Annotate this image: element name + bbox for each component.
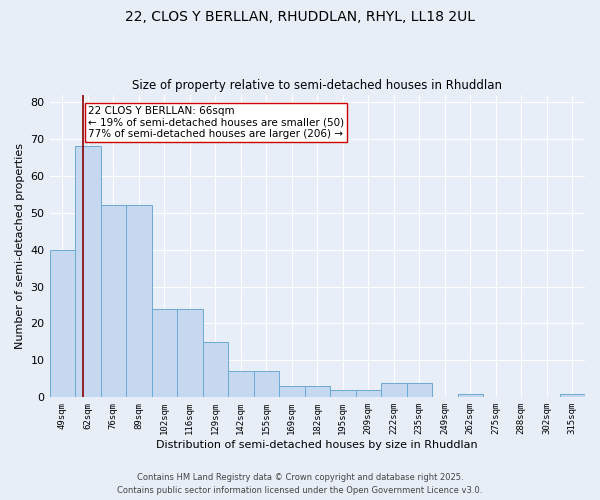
Bar <box>228 372 254 398</box>
Bar <box>126 206 152 398</box>
Bar <box>75 146 101 398</box>
Bar <box>560 394 585 398</box>
Bar <box>305 386 330 398</box>
Bar <box>381 382 407 398</box>
Text: 22, CLOS Y BERLLAN, RHUDDLAN, RHYL, LL18 2UL: 22, CLOS Y BERLLAN, RHUDDLAN, RHYL, LL18… <box>125 10 475 24</box>
Bar <box>177 308 203 398</box>
Bar <box>356 390 381 398</box>
Text: Contains HM Land Registry data © Crown copyright and database right 2025.
Contai: Contains HM Land Registry data © Crown c… <box>118 474 482 495</box>
Bar <box>101 206 126 398</box>
X-axis label: Distribution of semi-detached houses by size in Rhuddlan: Distribution of semi-detached houses by … <box>157 440 478 450</box>
Bar <box>279 386 305 398</box>
Bar <box>254 372 279 398</box>
Y-axis label: Number of semi-detached properties: Number of semi-detached properties <box>15 143 25 349</box>
Text: 22 CLOS Y BERLLAN: 66sqm
← 19% of semi-detached houses are smaller (50)
77% of s: 22 CLOS Y BERLLAN: 66sqm ← 19% of semi-d… <box>88 106 344 139</box>
Bar <box>50 250 75 398</box>
Bar <box>152 308 177 398</box>
Bar <box>203 342 228 398</box>
Bar <box>330 390 356 398</box>
Bar <box>407 382 432 398</box>
Bar <box>458 394 483 398</box>
Title: Size of property relative to semi-detached houses in Rhuddlan: Size of property relative to semi-detach… <box>132 79 502 92</box>
